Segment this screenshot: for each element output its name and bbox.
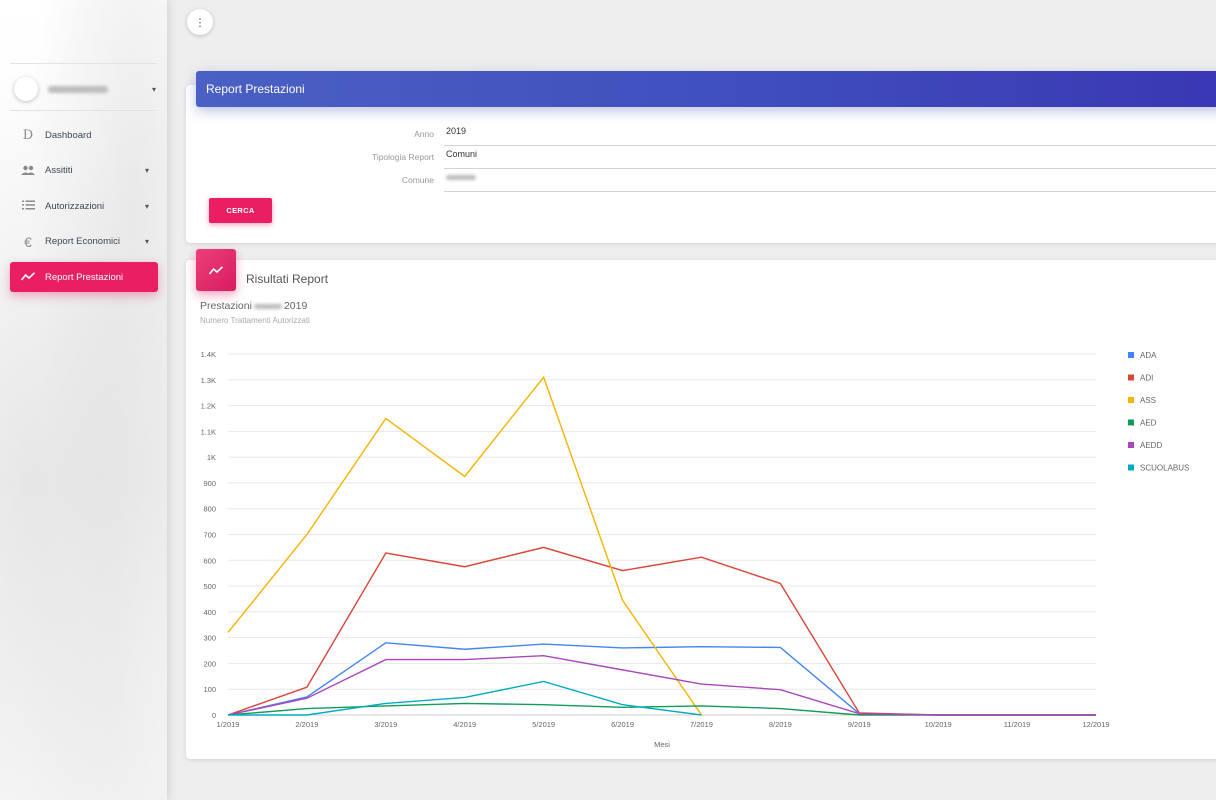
- sidebar-item-label: Report Economici: [45, 236, 120, 247]
- y-tick-label: 1.3K: [201, 376, 216, 385]
- anno-field[interactable]: 2019: [446, 126, 467, 136]
- legend-swatch: [1128, 419, 1134, 426]
- chart-title: Prestazioni 2019: [200, 300, 307, 312]
- series-line-ada: [227, 642, 1096, 716]
- series-line-adi: [227, 546, 1096, 716]
- sidebar-item-label: Autorizzazioni: [45, 200, 105, 212]
- form-row-anno: Anno 2019: [196, 124, 1216, 146]
- divider: [10, 63, 157, 64]
- chart-subtitle: Numero Trattamenti Autorizzati: [200, 316, 310, 325]
- sidebar-item-autorizzazioni[interactable]: Autorizzazioni ▾: [10, 191, 158, 221]
- x-tick-label: 10/2019: [925, 720, 952, 729]
- trending-icon: [196, 249, 236, 291]
- sidebar-item-dashboard[interactable]: D Dashboard: [10, 120, 158, 150]
- search-card: [186, 85, 1216, 243]
- series-line-ass: [227, 375, 703, 716]
- y-tick-label: 600: [203, 556, 216, 565]
- y-tick-label: 1.1K: [201, 427, 216, 436]
- y-tick-label: 700: [203, 531, 216, 540]
- line-chart: 0 100 200 300 400 500 600 700 800 900 1K 1.1K 1.2K 1.…: [201, 350, 1190, 749]
- sidebar-item-label: Assititi: [45, 165, 73, 176]
- comune-value-blurred: [446, 175, 476, 180]
- form-row-tipologia: Tipologia Report Comuni: [196, 147, 1216, 169]
- y-tick-label: 500: [203, 582, 216, 591]
- divider: [10, 110, 157, 111]
- form-row-comune: Comune: [196, 170, 1216, 192]
- letter-d-icon: D: [22, 127, 34, 143]
- x-tick-label: 2/2019: [295, 720, 318, 729]
- y-tick-label: 300: [203, 634, 216, 643]
- sidebar-nav: D Dashboard Assititi ▾ Autorizzazioni ▾ …: [10, 120, 158, 298]
- series-line-scuolabus: [228, 680, 702, 716]
- field-underline: [444, 191, 1216, 192]
- field-label: Anno: [414, 129, 434, 139]
- legend-swatch: [1128, 352, 1134, 358]
- x-tick-label: 8/2019: [769, 720, 792, 729]
- y-tick-label: 400: [203, 608, 216, 617]
- x-tick-label: 9/2019: [848, 720, 871, 729]
- chevron-down-icon: ▾: [144, 237, 149, 246]
- chart-title-prefix: Prestazioni: [200, 300, 252, 312]
- chevron-down-icon: ▾: [144, 201, 149, 211]
- cerca-button[interactable]: CERCA: [209, 198, 272, 223]
- search-card-header: Report Prestazioni: [196, 71, 1216, 107]
- trending-icon: [19, 270, 37, 284]
- legend-label: ADA: [1140, 351, 1157, 360]
- card-title: Report Prestazioni: [206, 82, 305, 96]
- x-tick-label: 11/2019: [1004, 720, 1031, 729]
- y-tick-label: 0: [212, 711, 216, 720]
- sidebar-item-assititi[interactable]: Assititi ▾: [10, 156, 158, 186]
- legend-label: AED: [1140, 419, 1157, 428]
- list-icon: [19, 199, 37, 213]
- people-icon: [19, 164, 37, 178]
- x-tick-label: 6/2019: [611, 720, 634, 729]
- series-line-aedd: [227, 654, 1096, 716]
- y-tick-label: 100: [203, 685, 216, 694]
- comune-select[interactable]: [446, 172, 476, 182]
- sidebar-item-label: Dashboard: [45, 129, 92, 141]
- legend-swatch: [1128, 397, 1134, 403]
- legend-swatch: [1128, 464, 1134, 471]
- y-tick-label: 800: [203, 505, 216, 514]
- comune-name-blurred: [253, 303, 282, 309]
- legend-label: AEDD: [1140, 441, 1162, 450]
- sidebar: ▾ D Dashboard Assititi ▾ Autorizzazioni …: [0, 0, 167, 800]
- sidebar-item-label: Report Prestazioni: [45, 271, 124, 283]
- legend-swatch: [1128, 442, 1134, 448]
- field-underline: [444, 168, 1216, 169]
- username-blurred: [48, 85, 108, 93]
- x-tick-label: 7/2019: [690, 720, 713, 729]
- field-underline: [444, 145, 1216, 146]
- y-tick-label: 1K: [207, 453, 216, 462]
- field-label: Comune: [401, 175, 434, 185]
- chart-title-suffix: 2019: [283, 300, 308, 312]
- chevron-down-icon: ▾: [151, 84, 156, 94]
- x-tick-label: 3/2019: [374, 720, 397, 729]
- legend-label: SCUOLABUS: [1140, 464, 1189, 473]
- sidebar-item-report-economici[interactable]: € Report Economici ▾: [10, 227, 158, 257]
- y-tick-label: 1.2K: [201, 402, 216, 411]
- field-label: Tipologia Report: [371, 152, 434, 162]
- x-tick-label: 4/2019: [453, 720, 476, 729]
- more-vert-icon: ⋮: [194, 16, 206, 29]
- avatar: [14, 77, 38, 101]
- y-tick-label: 900: [203, 479, 216, 488]
- results-card: [186, 260, 1216, 759]
- legend-swatch: [1128, 374, 1134, 381]
- y-tick-label: 200: [203, 659, 216, 668]
- euro-icon: €: [24, 233, 32, 250]
- x-tick-label: 12/2019: [1082, 720, 1109, 729]
- more-vert-button[interactable]: ⋮: [187, 9, 213, 35]
- legend-label: ASS: [1140, 396, 1156, 405]
- sidebar-item-report-prestazioni[interactable]: Report Prestazioni: [10, 262, 158, 292]
- x-tick-label: 1/2019: [217, 720, 240, 729]
- chevron-down-icon: ▾: [144, 166, 149, 175]
- user-menu[interactable]: ▾: [14, 76, 156, 102]
- x-tick-label: 5/2019: [532, 720, 555, 729]
- tipologia-select[interactable]: Comuni: [446, 149, 478, 159]
- results-title: Risultati Report: [246, 272, 329, 286]
- legend-label: ADI: [1140, 374, 1153, 383]
- y-tick-label: 1.4K: [201, 350, 216, 359]
- x-axis-label: Mesi: [654, 740, 670, 749]
